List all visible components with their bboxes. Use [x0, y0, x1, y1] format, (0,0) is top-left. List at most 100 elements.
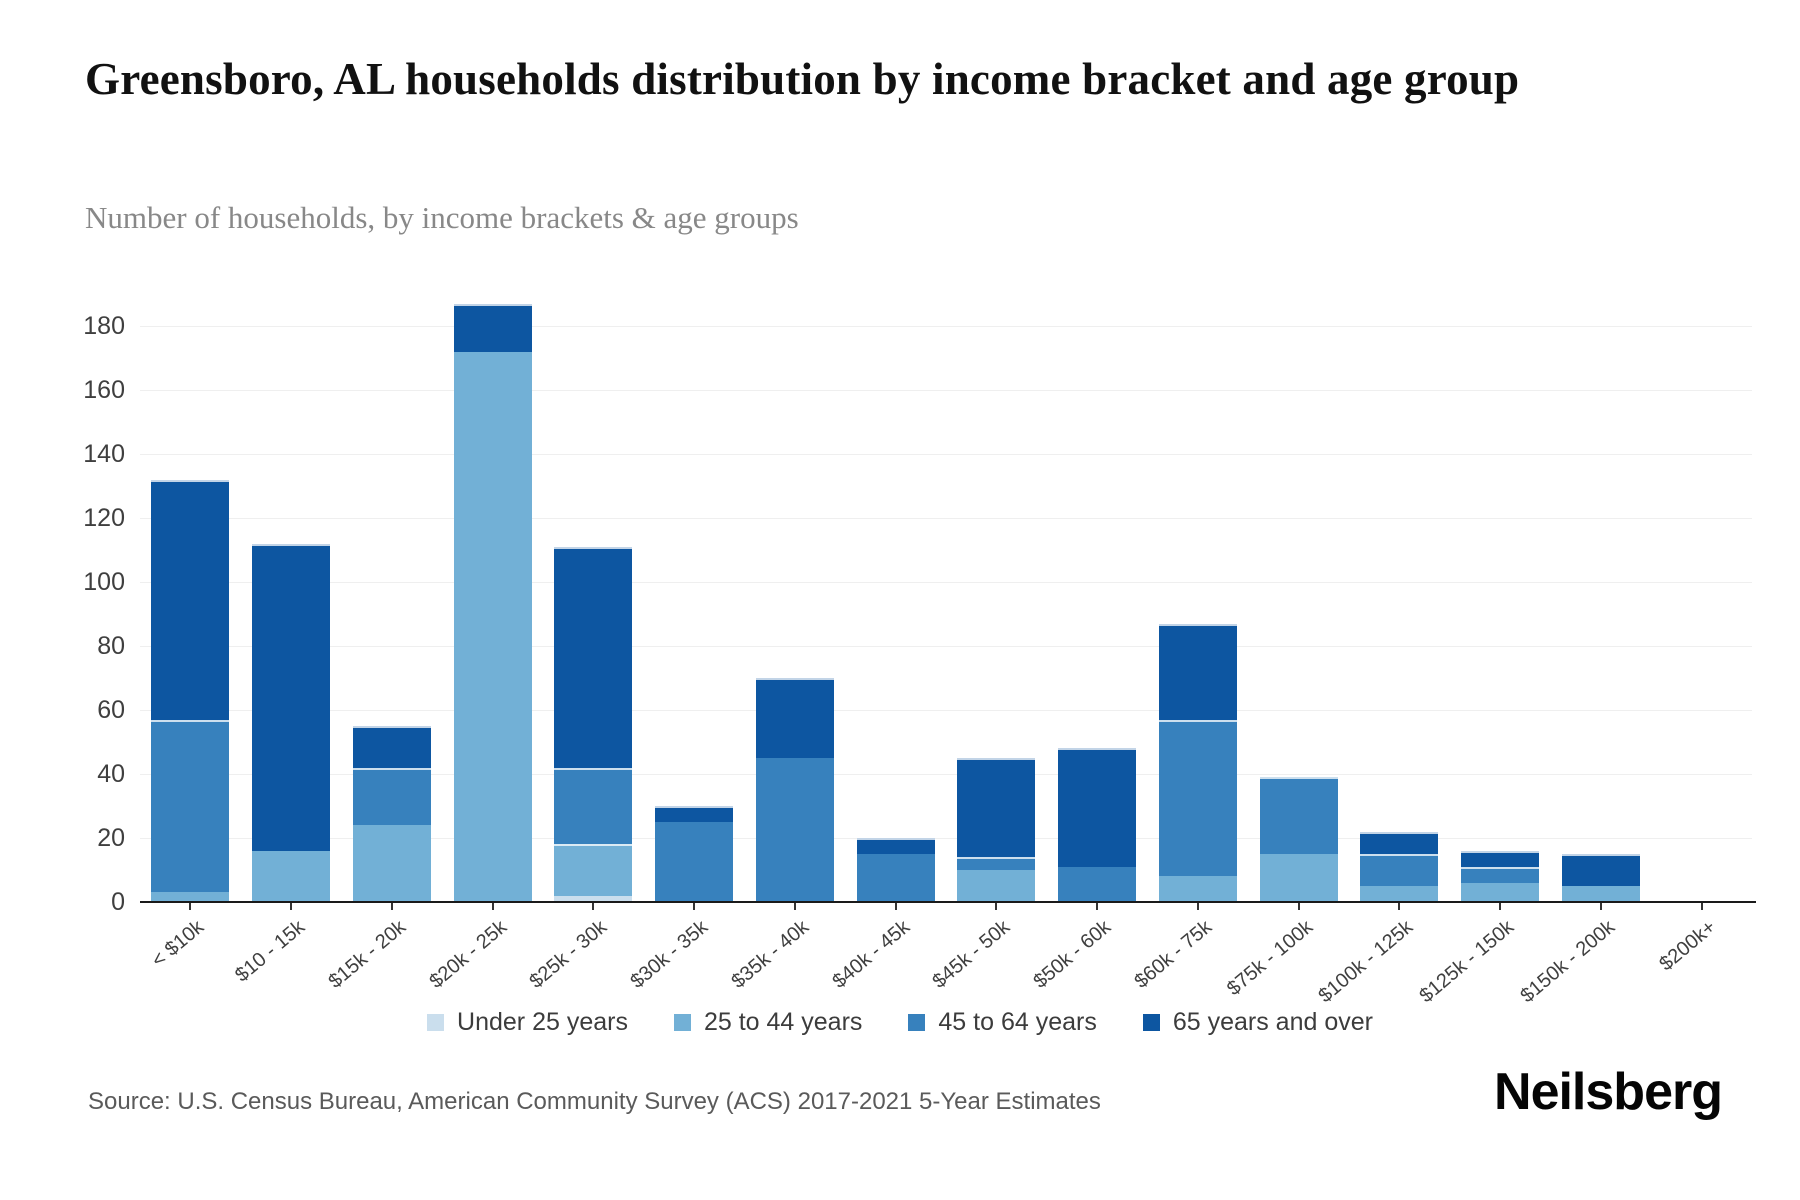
- bar-segment[interactable]: [856, 854, 935, 902]
- bar-segment[interactable]: [1158, 876, 1237, 902]
- bar-segment[interactable]: [1259, 854, 1338, 902]
- bar-segment[interactable]: [554, 546, 633, 768]
- bar-segment[interactable]: [352, 767, 431, 826]
- x-tick: [592, 903, 595, 910]
- neilsberg-logo: Neilsberg: [1494, 1063, 1723, 1121]
- legend-item-under-25-years[interactable]: Under 25 years: [427, 1008, 628, 1037]
- bar--125k-150k: [1461, 294, 1540, 902]
- bar-segment[interactable]: [151, 719, 230, 893]
- y-tick-label-60: 60: [97, 696, 125, 724]
- x-tick: [1398, 903, 1401, 910]
- x-tick: [1297, 903, 1300, 910]
- bar-segment[interactable]: [554, 895, 633, 902]
- legend-swatch-icon: [427, 1014, 445, 1031]
- bar-segment[interactable]: [352, 825, 431, 902]
- y-tick-label-40: 40: [97, 760, 125, 788]
- bar-segment[interactable]: [1158, 719, 1237, 877]
- bar-segment[interactable]: [1058, 866, 1137, 902]
- legend-item-45-to-64-years[interactable]: 45 to 64 years: [908, 1008, 1097, 1037]
- bar-segment[interactable]: [1058, 748, 1137, 867]
- legend-item-65-years-and-over[interactable]: 65 years and over: [1142, 1008, 1373, 1037]
- chart-legend: Under 25 years 25 to 44 years 45 to 64 yea…: [0, 1008, 1800, 1037]
- bar-segment[interactable]: [856, 838, 935, 854]
- bar-segment[interactable]: [151, 892, 230, 902]
- bar--200k-: [1663, 294, 1741, 902]
- legend-label: Under 25 years: [457, 1008, 628, 1036]
- x-tick: [491, 903, 494, 910]
- bar-segment[interactable]: [957, 870, 1036, 902]
- gridline-60: [140, 710, 1752, 711]
- bar--30k-35k: [655, 294, 734, 902]
- y-tick-label-120: 120: [83, 504, 125, 532]
- gridline-40: [140, 774, 1752, 775]
- bar-segment[interactable]: [1360, 886, 1439, 902]
- gridline-140: [140, 454, 1752, 455]
- plot-area: 0 20 40 60 80 100 120 140 160 180: [83, 294, 1752, 915]
- bar-segment[interactable]: [554, 767, 633, 845]
- x-tick: [1499, 903, 1502, 910]
- bar--50k-60k: [1058, 294, 1137, 902]
- bar-segment[interactable]: [252, 850, 331, 902]
- bar-segment[interactable]: [1461, 850, 1540, 867]
- y-tick-label-100: 100: [83, 568, 125, 596]
- x-tick: [189, 903, 192, 910]
- y-tick-label-0: 0: [111, 888, 125, 916]
- bar--35k-40k: [755, 294, 834, 902]
- bar--15k-20k: [352, 294, 431, 902]
- bar--10k: [151, 294, 230, 902]
- bar-segment[interactable]: [1461, 866, 1540, 883]
- bar--75k-100k: [1259, 294, 1338, 902]
- bar--150k-200k: [1561, 294, 1640, 902]
- bar-segment[interactable]: [755, 678, 834, 758]
- x-tick: [894, 903, 897, 910]
- bar-segment[interactable]: [1158, 623, 1237, 720]
- source-note: Source: U.S. Census Bureau, American Com…: [88, 1088, 1101, 1115]
- gridline-160: [140, 390, 1752, 391]
- y-tick-label-80: 80: [97, 632, 125, 660]
- chart-title: Greensboro, AL households distribution b…: [85, 54, 1520, 104]
- bar-segment[interactable]: [252, 543, 331, 851]
- gridline-100: [140, 582, 1752, 583]
- legend-item-25-to-44-years[interactable]: 25 to 44 years: [673, 1008, 862, 1037]
- bar--40k-45k: [856, 294, 935, 902]
- x-tick: [390, 903, 393, 910]
- bar-segment[interactable]: [1360, 831, 1439, 854]
- x-tick: [1599, 903, 1602, 910]
- bar-segment[interactable]: [1360, 854, 1439, 886]
- gridline-120: [140, 518, 1752, 519]
- x-tick: [1096, 903, 1099, 910]
- y-tick-label-160: 160: [83, 376, 125, 404]
- y-tick-label-140: 140: [83, 440, 125, 468]
- chart-subtitle: Number of households, by income brackets…: [85, 200, 799, 235]
- bar-segment[interactable]: [957, 758, 1036, 858]
- x-tick: [995, 903, 998, 910]
- legend-label: 45 to 64 years: [938, 1008, 1097, 1036]
- bar-segment[interactable]: [655, 822, 734, 902]
- bar-segment[interactable]: [151, 479, 230, 720]
- bar-segment[interactable]: [755, 758, 834, 902]
- bar-segment[interactable]: [1259, 777, 1338, 854]
- x-tick: [793, 903, 796, 910]
- bar-segment[interactable]: [1461, 882, 1540, 902]
- bar--100k-125k: [1360, 294, 1439, 902]
- legend-swatch-icon: [673, 1014, 691, 1031]
- bar-segment[interactable]: [1561, 886, 1640, 902]
- x-axis-line: [140, 901, 1756, 903]
- bar-segment[interactable]: [1561, 854, 1640, 886]
- bar-segment[interactable]: [352, 726, 431, 768]
- legend-label: 65 years and over: [1172, 1008, 1373, 1036]
- x-tick: [693, 903, 696, 910]
- bar--20k-25k: [453, 294, 532, 902]
- bar--45k-50k: [957, 294, 1036, 902]
- bar--10-15k: [252, 294, 331, 902]
- gridline-20: [140, 838, 1752, 839]
- bar--25k-30k: [554, 294, 633, 902]
- x-tick: [1700, 903, 1703, 910]
- x-tick: [1196, 903, 1199, 910]
- bar-segment[interactable]: [655, 806, 734, 822]
- bar-segment[interactable]: [453, 303, 532, 352]
- bar-segment[interactable]: [554, 844, 633, 896]
- bar-segment[interactable]: [957, 857, 1036, 870]
- bar-segment[interactable]: [453, 351, 532, 902]
